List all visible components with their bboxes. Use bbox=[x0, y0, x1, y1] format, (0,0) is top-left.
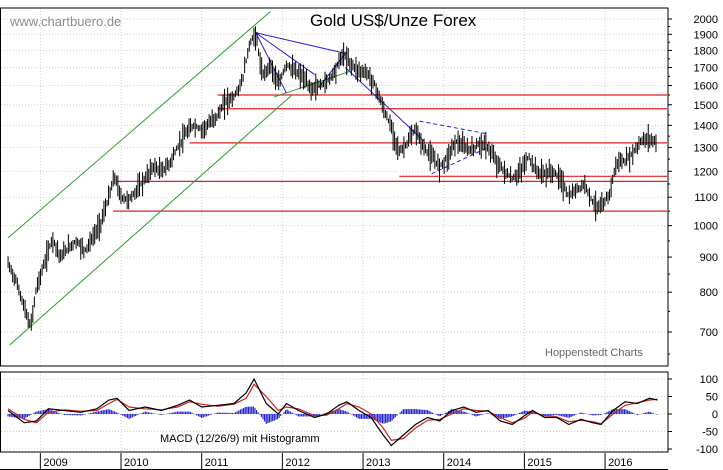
year-label: 2013 bbox=[366, 457, 390, 469]
macd-line-macd bbox=[7, 377, 658, 447]
year-label: 2012 bbox=[285, 457, 309, 469]
trend-line bbox=[255, 32, 348, 55]
price-tick-label: 1100 bbox=[694, 192, 718, 204]
year-label: 2009 bbox=[43, 457, 67, 469]
macd-tick-label: 0 bbox=[712, 409, 718, 421]
macd-label: MACD (12/26/9) mit Histogramm bbox=[160, 433, 320, 445]
trend-line bbox=[255, 32, 315, 75]
main-grid bbox=[1, 8, 668, 366]
price-panel-frame bbox=[0, 7, 669, 367]
price-tick-label: 1400 bbox=[694, 120, 718, 132]
price-tick-label: 1900 bbox=[694, 29, 718, 41]
year-label: 2010 bbox=[124, 457, 148, 469]
macd-tick-label: -100 bbox=[696, 444, 718, 456]
year-label: 2015 bbox=[527, 457, 551, 469]
price-tick-label: 800 bbox=[700, 287, 718, 299]
macd-tick-label: 50 bbox=[706, 392, 718, 404]
trend-line bbox=[318, 53, 346, 88]
axes-labels: 7008009001000110012001300140015001600170… bbox=[0, 7, 718, 470]
year-label: 2014 bbox=[447, 457, 471, 469]
source-label: Hoppenstedt Charts bbox=[545, 347, 643, 359]
macd-tick-label: 100 bbox=[700, 374, 718, 386]
watermark: www.chartbuero.de bbox=[9, 14, 121, 29]
price-series bbox=[7, 26, 657, 331]
triangle-line bbox=[419, 120, 489, 135]
price-tick-label: 1600 bbox=[694, 81, 718, 93]
macd-series bbox=[7, 377, 658, 447]
price-tick-label: 1800 bbox=[694, 45, 718, 57]
macd-tick-label: -50 bbox=[702, 427, 718, 439]
macd-line-signal bbox=[7, 383, 658, 441]
price-tick-label: 1500 bbox=[694, 100, 718, 112]
year-label: 2016 bbox=[608, 457, 632, 469]
price-tick-label: 1000 bbox=[694, 221, 718, 233]
macd-panel-frame bbox=[0, 371, 669, 453]
price-tick-label: 1700 bbox=[694, 62, 718, 74]
chart-title: Gold US$/Unze Forex bbox=[310, 11, 477, 30]
year-label: 2011 bbox=[205, 457, 229, 469]
price-tick-label: 700 bbox=[700, 327, 718, 339]
price-tick-label: 1300 bbox=[694, 142, 718, 154]
trend-channel-line bbox=[7, 11, 271, 239]
price-tick-label: 900 bbox=[700, 252, 718, 264]
price-tick-label: 2000 bbox=[694, 14, 718, 26]
trend-channel-line bbox=[9, 94, 293, 346]
main-lines bbox=[7, 11, 667, 346]
price-tick-label: 1200 bbox=[694, 166, 718, 178]
triangle-line bbox=[431, 146, 489, 175]
